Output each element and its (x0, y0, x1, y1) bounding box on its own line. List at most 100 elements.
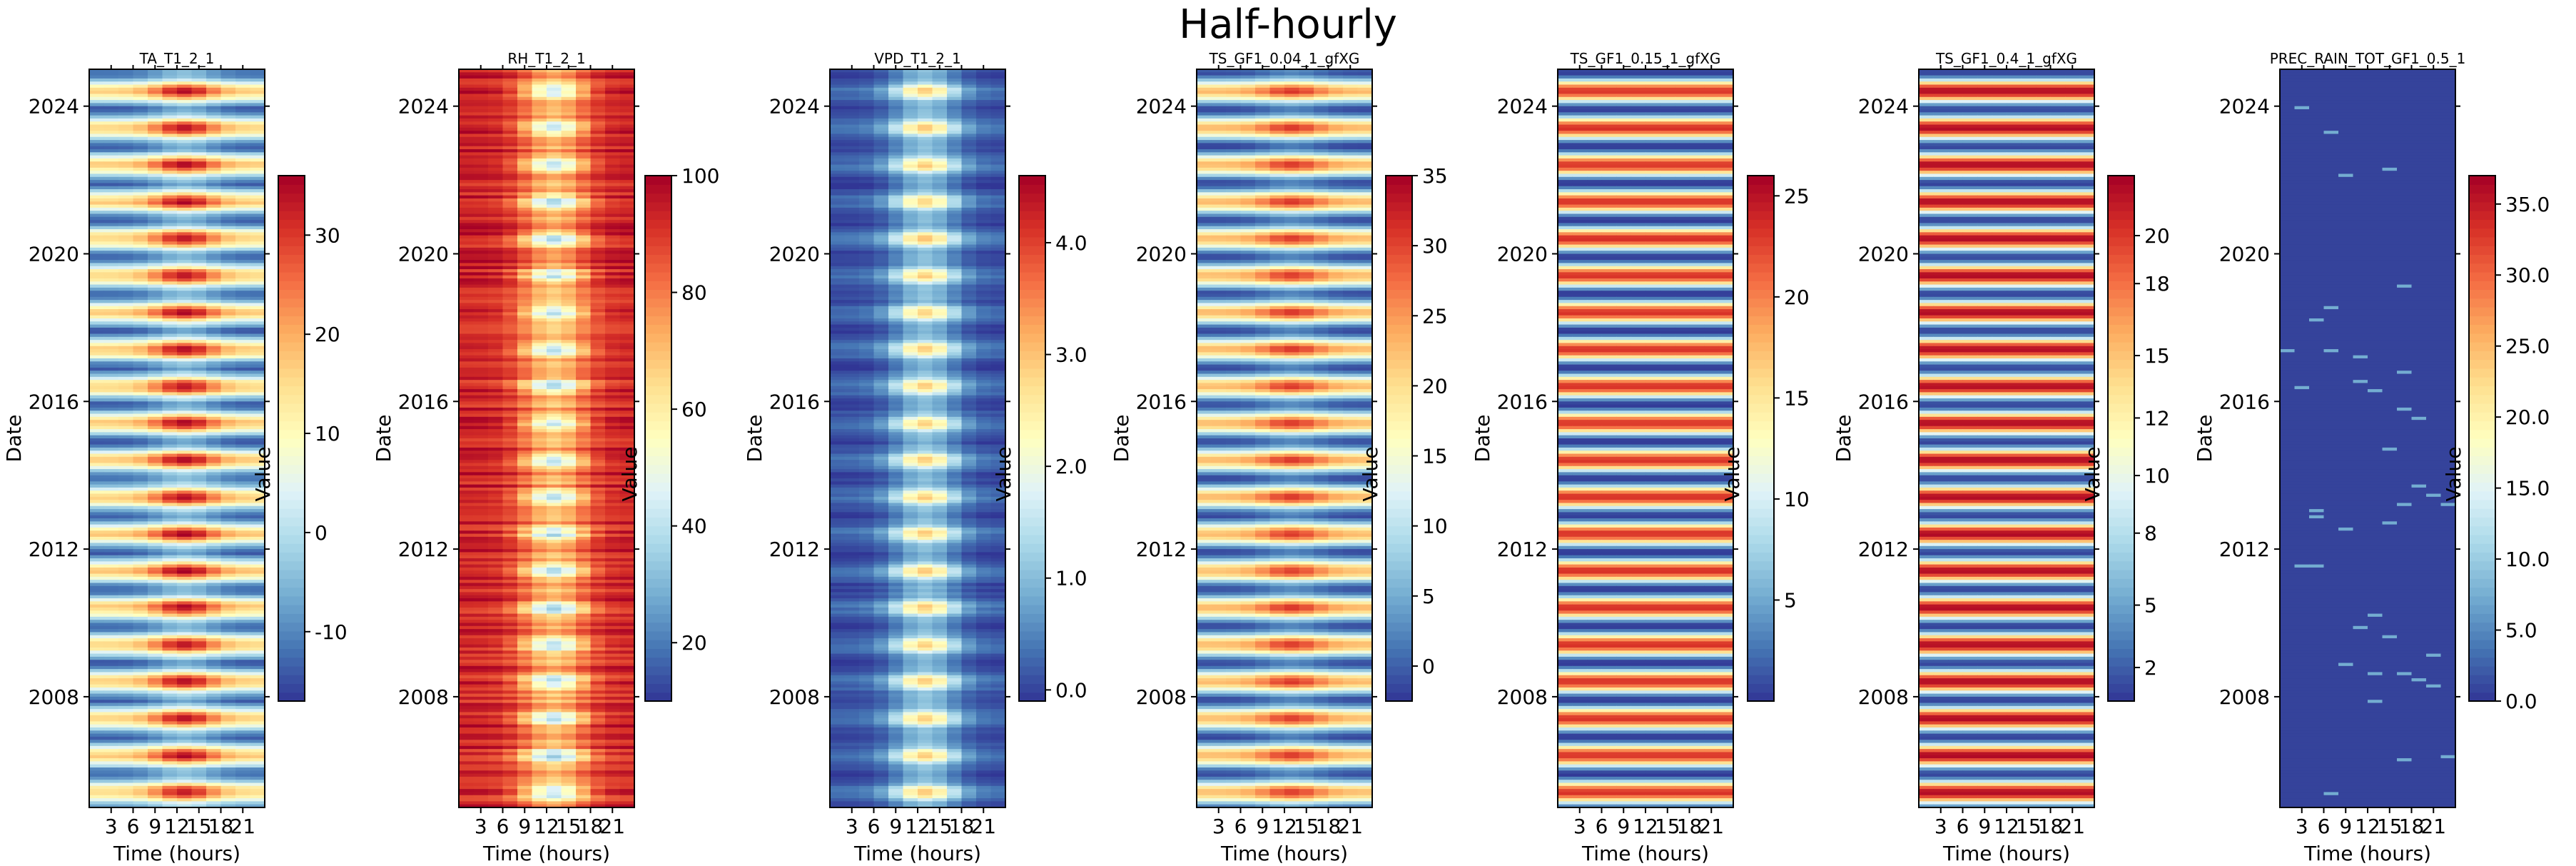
heatmap-cell (473, 521, 489, 525)
heatmap-cell (191, 745, 207, 750)
heatmap-cell (118, 613, 134, 618)
heatmap-cell (148, 552, 163, 556)
heatmap-cell (488, 247, 504, 251)
heatmap-cell (250, 118, 265, 122)
heatmap-cell (561, 509, 577, 513)
heatmap-cell (162, 75, 178, 79)
heatmap-cell (459, 176, 475, 181)
heatmap-cell (89, 176, 105, 181)
heatmap-cell (561, 364, 577, 368)
heatmap-cell (148, 158, 163, 162)
heatmap-cell (103, 404, 119, 408)
heatmap-cell (619, 312, 635, 316)
heatmap-cell (103, 352, 119, 356)
heatmap-cell (517, 333, 533, 338)
heatmap-cell (235, 656, 251, 660)
heatmap-cell (576, 173, 592, 178)
heatmap-cell (605, 413, 621, 418)
heatmap-cell (473, 438, 489, 442)
heatmap-cell (590, 435, 606, 439)
heatmap-cell (235, 251, 251, 255)
heatmap-cell (502, 331, 518, 335)
heatmap-cell (118, 189, 134, 193)
heatmap-cell (517, 460, 533, 464)
heatmap-cell (103, 349, 119, 353)
heatmap-cell (191, 87, 207, 91)
heatmap-cell (473, 463, 489, 467)
heatmap-cell (118, 490, 134, 495)
heatmap-cell (133, 127, 148, 131)
heatmap-cell (502, 469, 518, 473)
heatmap-cell (235, 293, 251, 298)
heatmap-cell (502, 481, 518, 485)
heatmap-cell (605, 78, 621, 82)
heatmap-cell (488, 186, 504, 190)
heatmap-cell (89, 309, 105, 313)
heatmap-cell (473, 371, 489, 375)
heatmap-cell (235, 465, 251, 470)
heatmap-cell (148, 610, 163, 615)
heatmap-cell (547, 216, 562, 221)
heatmap-cell (590, 555, 606, 559)
heatmap-cell (459, 463, 475, 467)
heatmap-cell (235, 450, 251, 455)
heatmap-cell (191, 776, 207, 780)
heatmap-cell (191, 795, 207, 799)
heatmap-cell (235, 607, 251, 611)
heatmap-cell (177, 736, 193, 740)
heatmap-cell (206, 87, 222, 91)
heatmap-cell (517, 134, 533, 138)
heatmap-cell (459, 567, 475, 571)
heatmap-cell (235, 72, 251, 76)
heatmap-cell (459, 106, 475, 110)
heatmap-cell (547, 496, 562, 500)
heatmap-cell (547, 336, 562, 341)
heatmap-cell (488, 324, 504, 328)
heatmap-cell (103, 284, 119, 288)
heatmap-cell (605, 349, 621, 353)
heatmap-cell (206, 644, 222, 648)
heatmap-cell (488, 573, 504, 578)
heatmap-cell (576, 300, 592, 304)
heatmap-cell (488, 171, 504, 175)
heatmap-cell (191, 109, 207, 113)
heatmap-cell (133, 782, 148, 787)
heatmap-cell (103, 589, 119, 593)
heatmap-cell (517, 411, 533, 415)
heatmap-cell (547, 287, 562, 291)
heatmap-cell (103, 518, 119, 522)
heatmap-cell (605, 284, 621, 288)
heatmap-cell (250, 146, 265, 150)
heatmap-cell (517, 395, 533, 399)
heatmap-cell (250, 192, 265, 196)
heatmap-cell (473, 220, 489, 224)
heatmap-cell (619, 127, 635, 131)
heatmap-cell (162, 404, 178, 408)
heatmap-cell (235, 660, 251, 664)
heatmap-cell (605, 432, 621, 436)
heatmap-cell (532, 496, 547, 500)
heatmap-cell (191, 441, 207, 445)
heatmap-cell (235, 364, 251, 368)
heatmap-cell (235, 321, 251, 326)
heatmap-cell (547, 293, 562, 298)
heatmap-cell (619, 435, 635, 439)
heatmap-cell (220, 530, 236, 535)
heatmap-cell (220, 665, 236, 670)
heatmap-cell (547, 540, 562, 544)
heatmap-cell (235, 226, 251, 230)
heatmap-cell (133, 610, 148, 615)
heatmap-cell (459, 173, 475, 178)
heatmap-cell (89, 653, 105, 658)
heatmap-cell (118, 173, 134, 178)
heatmap-cell (250, 545, 265, 550)
heatmap-cell (133, 318, 148, 322)
heatmap-cell (220, 592, 236, 596)
heatmap-cell (89, 291, 105, 295)
heatmap-cell (89, 595, 105, 599)
heatmap-cell (220, 484, 236, 488)
heatmap-cell (605, 509, 621, 513)
heatmap-cell (517, 189, 533, 193)
heatmap-cell (220, 598, 236, 602)
heatmap-cell (177, 604, 193, 608)
